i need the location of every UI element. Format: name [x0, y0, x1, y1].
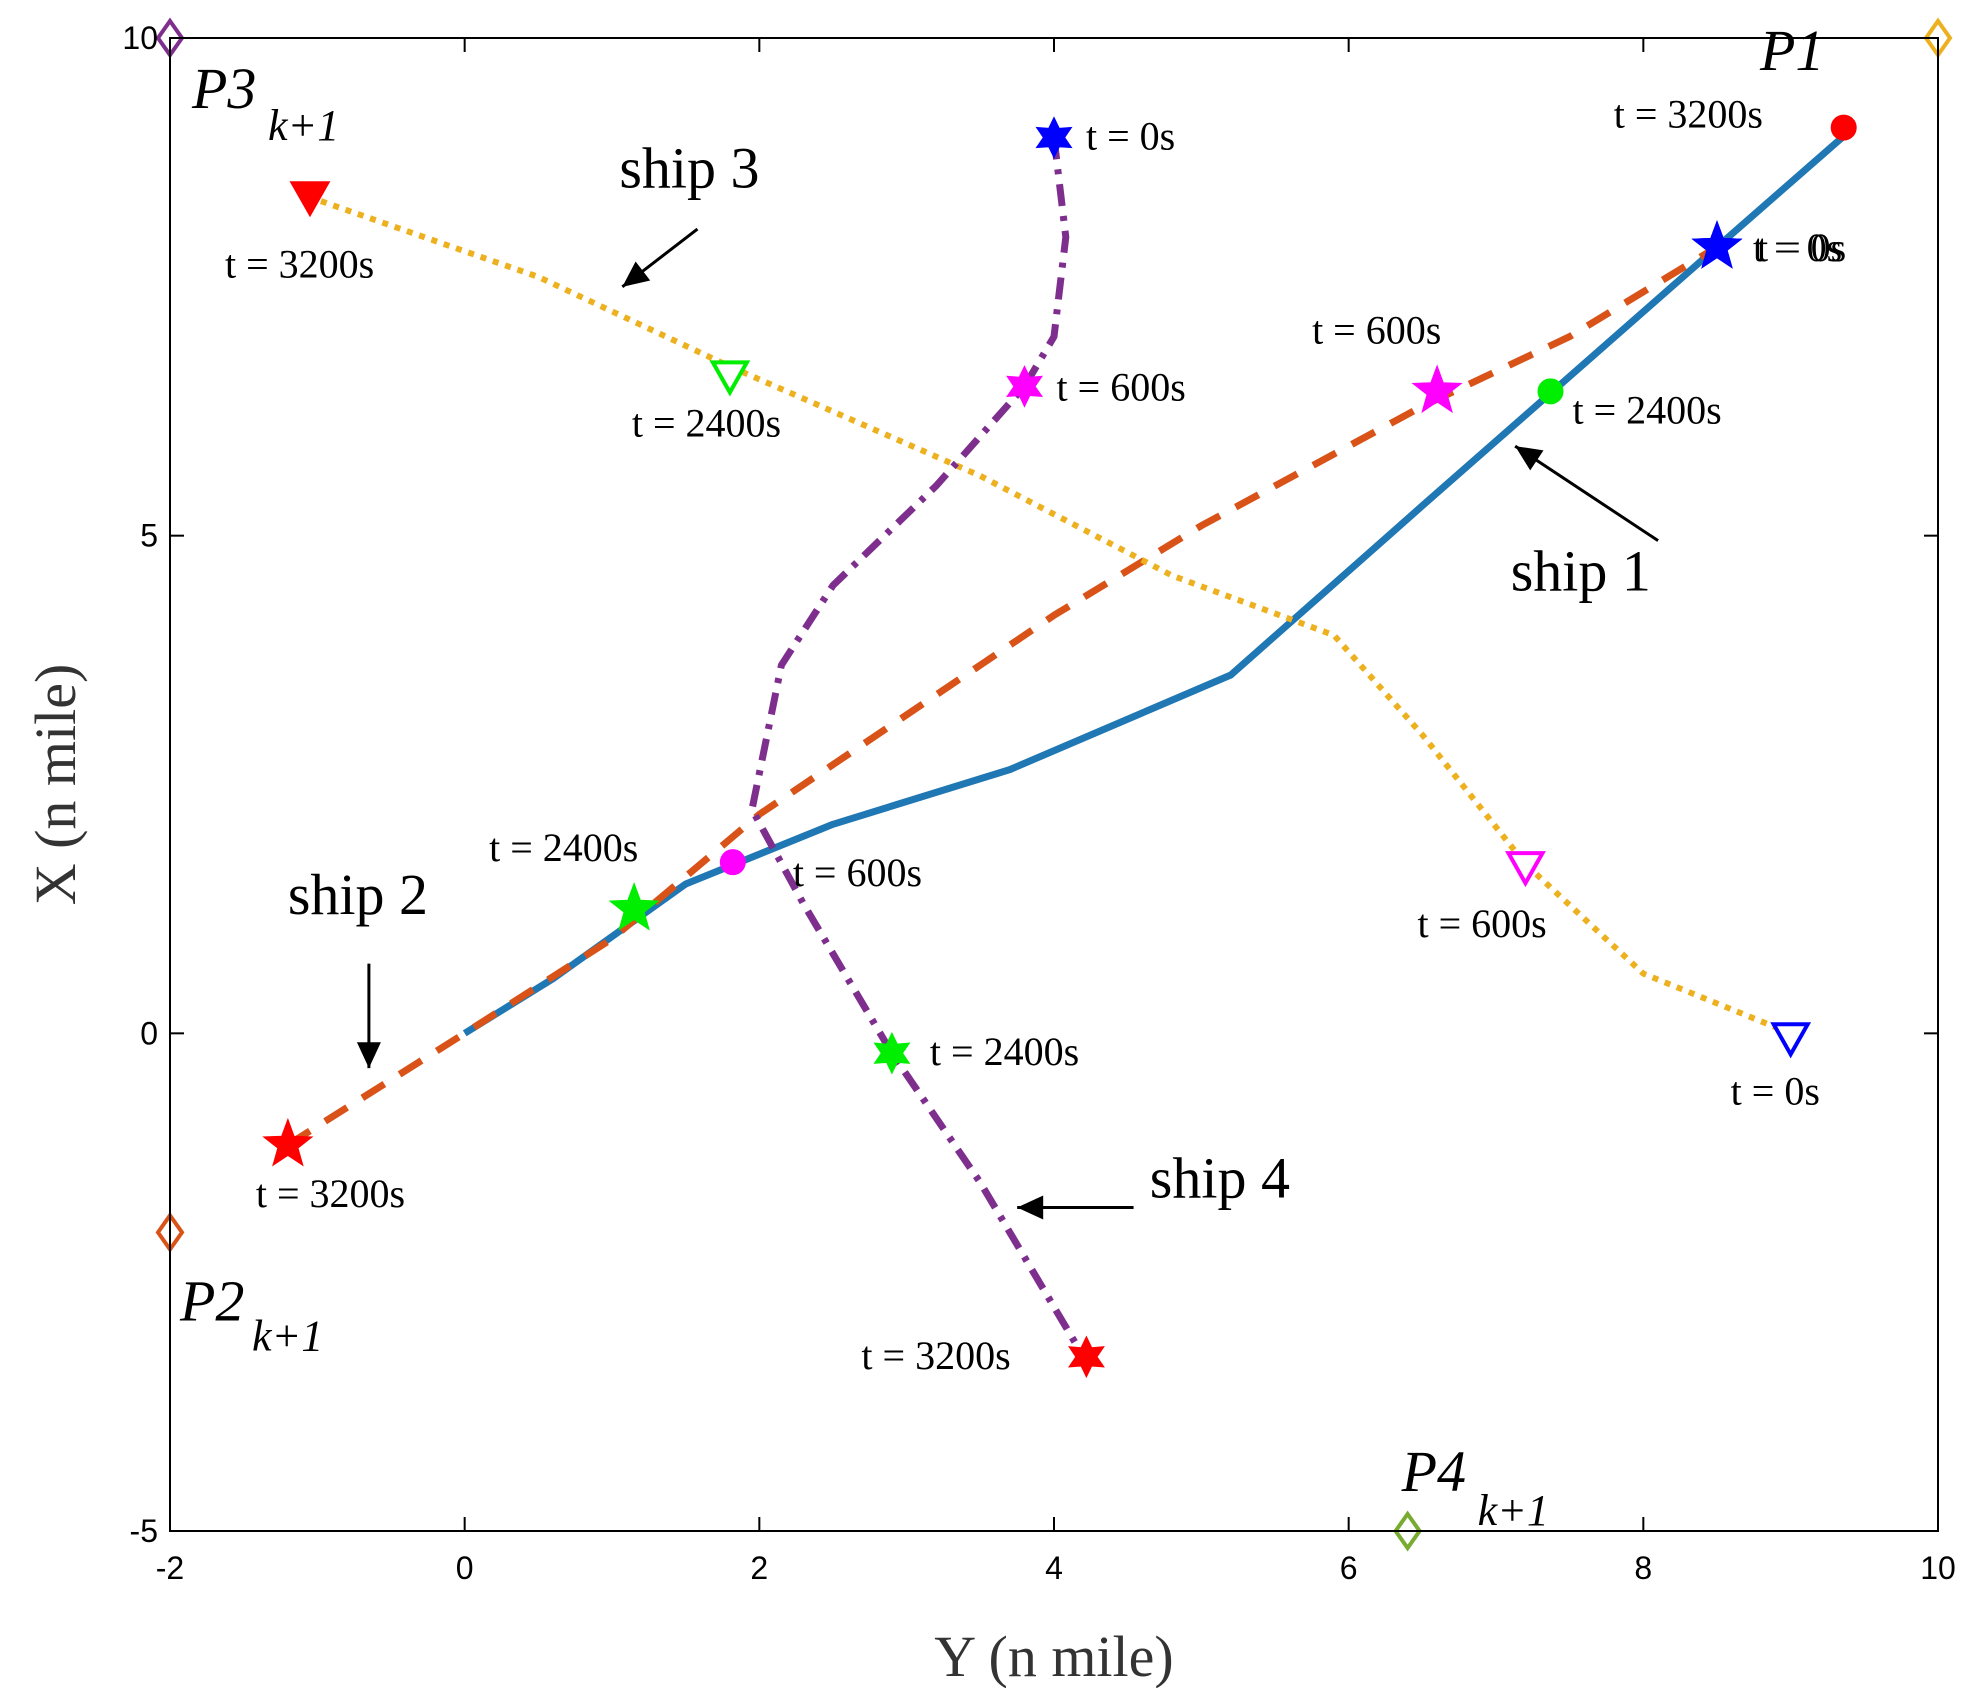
x-tick-label: 6 — [1340, 1550, 1358, 1586]
ship4-marker-2 — [1006, 365, 1044, 408]
ship2-marker-1 — [1691, 220, 1743, 269]
ship-1-arrow-shaft — [1514, 444, 1659, 542]
x-tick-label: -2 — [156, 1550, 184, 1586]
waypoint-p2-label: P2 — [179, 1268, 244, 1333]
ship-2-arrow-head — [356, 1042, 381, 1069]
ship-2-label: ship 2 — [288, 862, 428, 927]
ship1-time-label-2: t = 600s — [793, 850, 922, 895]
x-tick-label: 8 — [1634, 1550, 1652, 1586]
ship4-time-label-4: t = 3200s — [861, 1333, 1010, 1378]
series-line-1 — [462, 134, 1845, 1037]
ship3-time-label-3: t = 2400s — [632, 400, 781, 445]
ship4-time-label-1: t = 0s — [1086, 114, 1175, 159]
ship3-marker-3 — [709, 360, 751, 397]
plot-frame — [169, 37, 1939, 1532]
ship1-marker-3 — [1537, 378, 1564, 405]
ship-3-label: ship 3 — [619, 135, 759, 200]
ship4-time-label-3: t = 2400s — [930, 1029, 1079, 1074]
ship3-marker-4 — [289, 181, 331, 218]
ship2-marker-3 — [608, 882, 660, 931]
waypoint-p4-subscript: k+1 — [1478, 1486, 1549, 1535]
y-tick-label: 5 — [140, 518, 158, 554]
ship1-marker-4 — [1830, 114, 1857, 141]
x-axis-title: Y (n mile) — [934, 1624, 1173, 1688]
waypoint-p4-label: P4 — [1401, 1439, 1466, 1504]
y-tick-label: -5 — [130, 1513, 158, 1549]
waypoint-p3-subscript: k+1 — [268, 101, 339, 150]
y-tick-label: 10 — [122, 20, 158, 56]
x-tick-label: 2 — [750, 1550, 768, 1586]
x-tick-label: 10 — [1920, 1550, 1956, 1586]
ship-4-arrow-head — [1017, 1195, 1044, 1220]
ship3-time-label-4: t = 3200s — [225, 241, 374, 286]
series-line-4 — [748, 137, 1087, 1359]
waypoint-p3-label: P3 — [191, 56, 256, 121]
ship3-time-label-2: t = 600s — [1417, 901, 1546, 946]
x-tick-label: 4 — [1045, 1550, 1063, 1586]
y-axis-title: X (n mile) — [23, 664, 88, 906]
ship-1-label: ship 1 — [1511, 538, 1651, 603]
ship3-time-label-1: t = 0s — [1731, 1068, 1820, 1113]
ship2-time-label-1: t = 0s — [1753, 225, 1842, 270]
series-line-3 — [309, 194, 1792, 1037]
ship3-marker-1 — [1770, 1022, 1812, 1059]
ship-1-arrow-head — [1515, 446, 1544, 471]
ship-3-arrow-head — [622, 261, 651, 287]
waypoint-p1-label: P1 — [1759, 18, 1824, 83]
ship1-time-label-3: t = 2400s — [1573, 387, 1722, 432]
ship4-time-label-2: t = 600s — [1057, 364, 1186, 409]
ship1-time-label-4: t = 3200s — [1614, 92, 1763, 137]
ship-4-label: ship 4 — [1150, 1146, 1290, 1211]
ship1-marker-2 — [719, 849, 746, 876]
waypoint-p2-subscript: k+1 — [252, 1311, 323, 1360]
ship2-time-label-3: t = 2400s — [489, 825, 638, 870]
ship4-marker-3 — [873, 1031, 911, 1075]
ship2-time-label-4: t = 3200s — [256, 1171, 405, 1216]
y-tick-label: 0 — [140, 1015, 158, 1051]
ship4-marker-4 — [1068, 1335, 1105, 1379]
ship2-time-label-2: t = 600s — [1312, 307, 1441, 352]
series-line-2 — [286, 244, 1719, 1148]
ship2-marker-4 — [262, 1117, 314, 1167]
ship3-marker-2 — [1505, 851, 1546, 888]
ship4-marker-1 — [1035, 116, 1073, 159]
ship1-time-label-1: t = 0s — [1757, 225, 1846, 270]
x-tick-label: 0 — [456, 1550, 474, 1586]
ship2-marker-2 — [1411, 364, 1463, 414]
